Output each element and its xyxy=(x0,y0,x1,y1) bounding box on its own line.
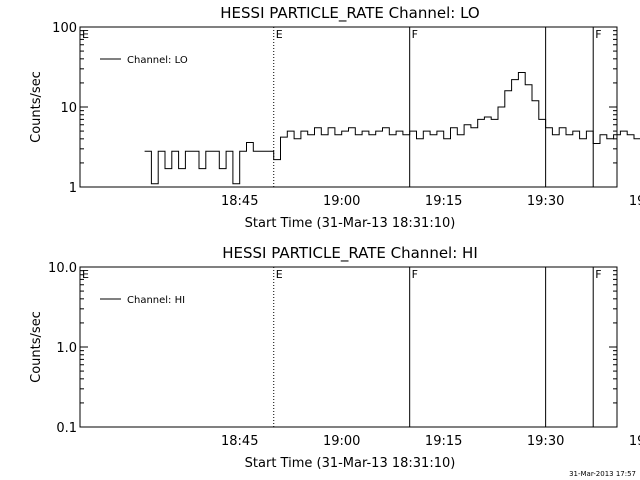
panel-hi: HESSI PARTICLE_RATE Channel: HI Counts/s… xyxy=(29,244,640,471)
panel-hi-y-tick-label: 10.0 xyxy=(48,261,77,276)
panel-hi-x-tick-label: 19:45 xyxy=(629,434,640,449)
panel-hi-x-tick-label: 19:30 xyxy=(527,434,564,449)
panel-lo-y-tick-label: 10 xyxy=(60,101,77,116)
panel-lo-event-flag: F xyxy=(595,28,601,41)
panel-lo-series-line xyxy=(144,72,640,185)
panel-hi-start-flag: E xyxy=(82,268,89,281)
panel-hi-y-ticks: 0.1 1.0 10.0 xyxy=(48,261,617,436)
panel-lo-legend: Channel: LO xyxy=(100,55,188,66)
panel-hi-title: HESSI PARTICLE_RATE Channel: HI xyxy=(222,244,478,263)
panel-lo-y-tick-label: 100 xyxy=(52,21,77,36)
panel-lo-title: HESSI PARTICLE_RATE Channel: LO xyxy=(220,4,479,23)
panel-hi-y-tick-label: 0.1 xyxy=(56,421,77,436)
panel-hi-xlabel: Start Time (31-Mar-13 18:31:10) xyxy=(245,456,456,471)
panel-hi-event-flag: E xyxy=(276,268,283,281)
panel-hi-x-tick-label: 19:00 xyxy=(323,434,360,449)
panel-lo-xlabel: Start Time (31-Mar-13 18:31:10) xyxy=(245,216,456,231)
panel-lo-x-tick-label: 19:15 xyxy=(425,194,462,209)
panel-lo-x-tick-label: 19:00 xyxy=(323,194,360,209)
panel-hi-axes-frame xyxy=(79,266,618,428)
panel-lo-ylabel: Counts/sec xyxy=(29,71,44,143)
panel-hi-legend-label: Channel: HI xyxy=(127,295,185,306)
panel-hi-x-tick-label: 19:15 xyxy=(425,434,462,449)
panel-hi-event-lines: EEFFE xyxy=(82,267,602,427)
panel-lo-x-tick-label: 19:30 xyxy=(527,194,564,209)
panel-hi-legend: Channel: HI xyxy=(100,295,185,306)
panel-hi-event-flag: F xyxy=(595,268,601,281)
panel-lo-series xyxy=(144,72,640,185)
panel-hi-ylabel: Counts/sec xyxy=(29,311,44,383)
panel-lo-y-tick-label: 1 xyxy=(69,181,77,196)
panel-hi-event-flag: F xyxy=(412,268,418,281)
panel-lo-event-flag: F xyxy=(412,28,418,41)
panel-lo-y-ticks: 1 10 100 xyxy=(52,21,617,196)
panel-lo-x-tick-label: 18:45 xyxy=(221,194,258,209)
panel-lo-start-flag: E xyxy=(82,28,89,41)
panel-lo-legend-label: Channel: LO xyxy=(127,55,188,66)
panel-hi-x-tick-label: 18:45 xyxy=(221,434,258,449)
panel-hi-y-tick-label: 1.0 xyxy=(56,341,77,356)
panel-lo-axes-frame xyxy=(79,26,618,188)
panel-lo: HESSI PARTICLE_RATE Channel: LO Counts/s… xyxy=(29,4,640,231)
panel-lo-event-flag: E xyxy=(276,28,283,41)
panel-lo-x-tick-label: 19:45 xyxy=(629,194,640,209)
panel-lo-event-lines: EEFFE xyxy=(82,27,602,187)
footer-timestamp: 31-Mar-2013 17:57 xyxy=(569,470,636,478)
